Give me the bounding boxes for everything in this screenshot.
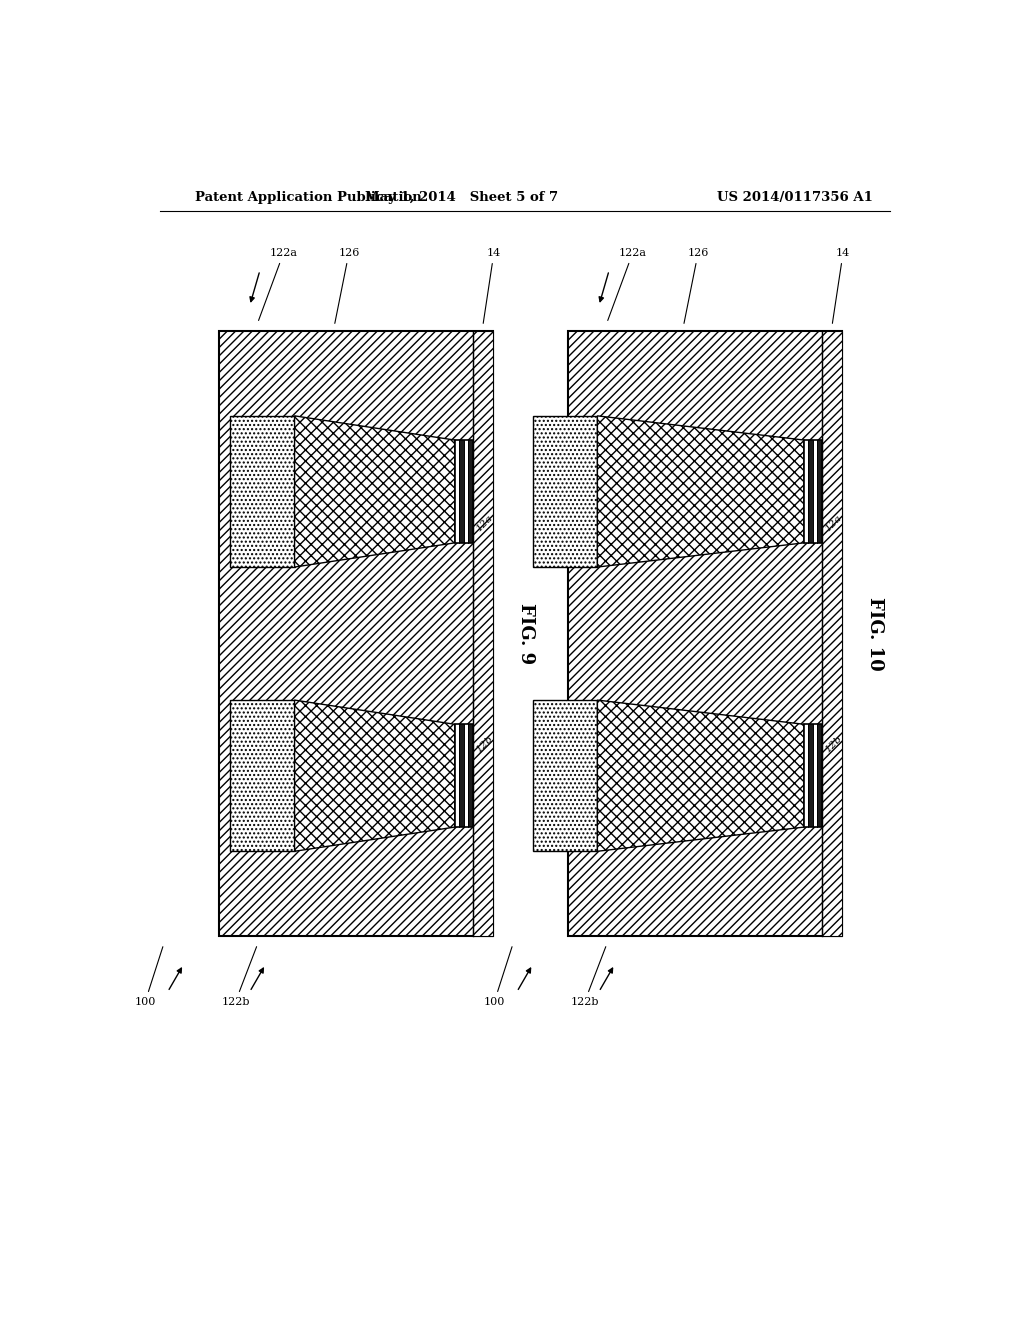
Bar xyxy=(459,725,464,828)
Bar xyxy=(808,725,813,828)
Bar xyxy=(230,700,295,851)
Text: 14: 14 xyxy=(833,248,850,323)
Text: 12a: 12a xyxy=(474,513,495,533)
Text: 126: 126 xyxy=(335,248,359,323)
Text: 12a: 12a xyxy=(823,513,844,533)
Bar xyxy=(808,440,813,543)
Text: 16b: 16b xyxy=(650,734,671,755)
Text: 126: 126 xyxy=(684,248,709,323)
Text: 100: 100 xyxy=(134,946,163,1007)
Polygon shape xyxy=(597,700,804,851)
Text: US 2014/0117356 A1: US 2014/0117356 A1 xyxy=(717,190,872,203)
Bar xyxy=(534,416,597,568)
Bar xyxy=(455,440,459,543)
Polygon shape xyxy=(295,416,455,568)
Bar xyxy=(568,331,842,936)
Polygon shape xyxy=(295,700,455,851)
Text: 16a: 16a xyxy=(650,513,671,533)
Bar xyxy=(804,725,821,828)
Text: 12b: 12b xyxy=(823,734,844,755)
Bar xyxy=(821,331,842,936)
Text: 16a: 16a xyxy=(301,513,322,533)
Text: FIG. 10: FIG. 10 xyxy=(866,597,884,671)
Text: 18a: 18a xyxy=(596,515,615,535)
Text: May 1, 2014   Sheet 5 of 7: May 1, 2014 Sheet 5 of 7 xyxy=(365,190,558,203)
Bar xyxy=(464,440,468,543)
Bar xyxy=(804,440,808,543)
Bar xyxy=(219,331,494,936)
Bar xyxy=(813,440,817,543)
Polygon shape xyxy=(597,416,804,568)
Bar xyxy=(459,440,464,543)
Text: 18a: 18a xyxy=(242,515,261,535)
Text: 122a: 122a xyxy=(258,248,298,321)
Bar xyxy=(534,700,597,851)
Bar xyxy=(455,440,472,543)
Text: 16b: 16b xyxy=(301,734,322,755)
Bar xyxy=(813,725,817,828)
Bar xyxy=(472,331,494,936)
Text: 122a: 122a xyxy=(607,248,647,321)
Text: 18b: 18b xyxy=(596,733,616,752)
Text: 18b: 18b xyxy=(242,733,261,752)
Text: 12b: 12b xyxy=(474,734,495,755)
Bar xyxy=(817,725,821,828)
Bar xyxy=(464,725,468,828)
Text: Patent Application Publication: Patent Application Publication xyxy=(196,190,422,203)
Text: 100: 100 xyxy=(483,946,512,1007)
Bar xyxy=(817,440,821,543)
Text: 122b: 122b xyxy=(221,946,257,1007)
Bar xyxy=(468,725,472,828)
Bar xyxy=(804,440,821,543)
Text: 122b: 122b xyxy=(570,946,606,1007)
Bar xyxy=(468,440,472,543)
Text: 14: 14 xyxy=(483,248,501,323)
Bar xyxy=(804,725,808,828)
Text: FIG. 9: FIG. 9 xyxy=(517,603,535,664)
Bar xyxy=(455,725,472,828)
Bar xyxy=(455,725,459,828)
Bar xyxy=(230,416,295,568)
